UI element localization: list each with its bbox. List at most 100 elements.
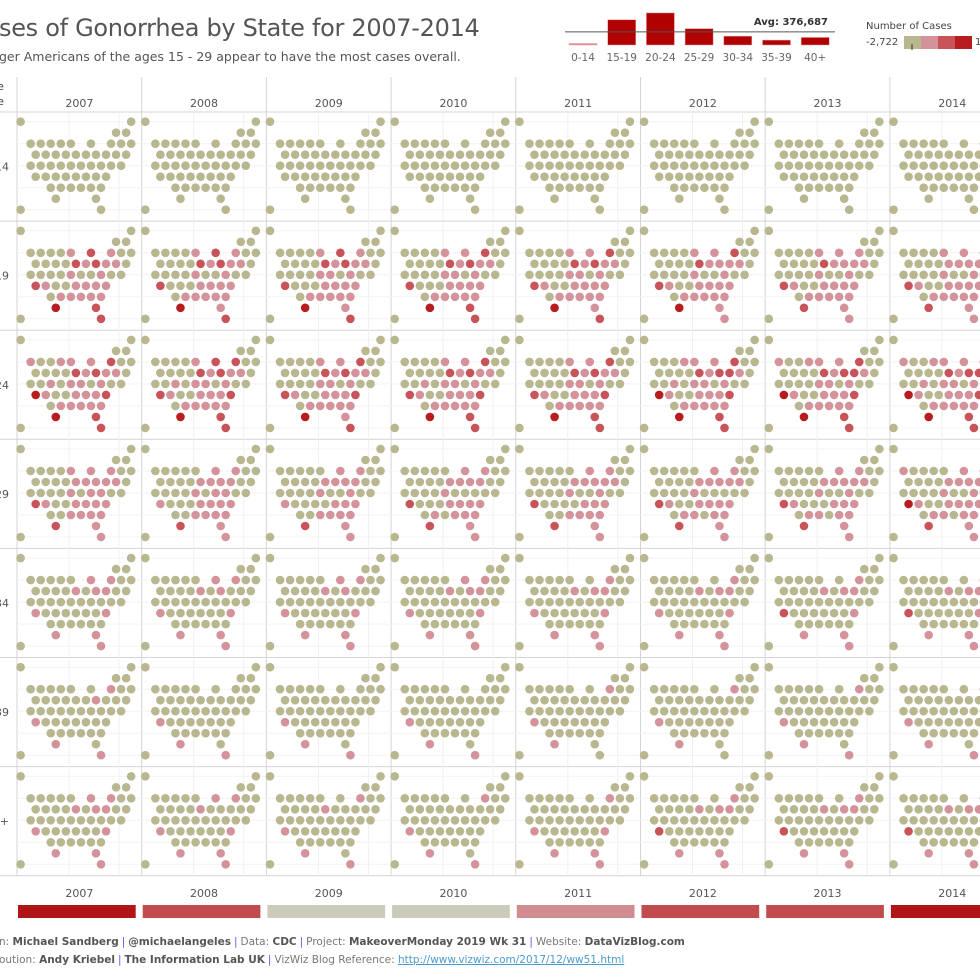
state-dot[interactable]: [460, 619, 470, 629]
state-dot[interactable]: [280, 586, 290, 596]
state-dot[interactable]: [969, 314, 979, 324]
state-dot[interactable]: [914, 695, 923, 705]
state-dot[interactable]: [515, 662, 524, 672]
state-dot[interactable]: [251, 684, 261, 694]
state-dot[interactable]: [420, 838, 430, 847]
state-dot[interactable]: [944, 281, 954, 291]
state-dot[interactable]: [585, 510, 595, 520]
state-dot[interactable]: [191, 619, 200, 629]
state-dot[interactable]: [585, 838, 595, 847]
state-dot[interactable]: [949, 270, 959, 280]
state-dot[interactable]: [904, 717, 913, 727]
state-dot[interactable]: [81, 172, 91, 181]
state-dot[interactable]: [929, 575, 938, 585]
state-dot[interactable]: [784, 270, 794, 280]
state-dot[interactable]: [91, 412, 101, 422]
state-dot[interactable]: [176, 521, 185, 531]
state-dot[interactable]: [440, 597, 450, 607]
state-dot[interactable]: [331, 281, 340, 291]
state-dot[interactable]: [31, 805, 40, 814]
state-dot[interactable]: [91, 477, 101, 487]
state-dot[interactable]: [410, 161, 420, 170]
state-dot[interactable]: [829, 805, 839, 814]
state-dot[interactable]: [730, 684, 739, 694]
state-dot[interactable]: [480, 575, 490, 585]
state-dot[interactable]: [470, 860, 480, 869]
state-dot[interactable]: [685, 259, 694, 269]
state-dot[interactable]: [605, 270, 615, 280]
state-dot[interactable]: [710, 684, 719, 694]
state-dot[interactable]: [649, 357, 659, 367]
state-dot[interactable]: [361, 695, 370, 705]
state-dot[interactable]: [674, 281, 684, 291]
state-dot[interactable]: [320, 827, 330, 836]
state-dot[interactable]: [515, 226, 524, 236]
state-dot[interactable]: [221, 314, 230, 324]
state-dot[interactable]: [674, 608, 684, 618]
state-dot[interactable]: [16, 532, 25, 542]
state-dot[interactable]: [545, 248, 554, 258]
state-dot[interactable]: [351, 717, 360, 727]
state-dot[interactable]: [814, 728, 824, 738]
state-dot[interactable]: [116, 139, 126, 148]
state-dot[interactable]: [669, 379, 679, 389]
state-dot[interactable]: [959, 619, 969, 629]
state-dot[interactable]: [664, 150, 674, 159]
state-dot[interactable]: [191, 292, 200, 302]
state-dot[interactable]: [16, 860, 25, 869]
state-dot[interactable]: [320, 586, 330, 596]
state-dot[interactable]: [934, 477, 944, 487]
state-dot[interactable]: [36, 684, 45, 694]
state-dot[interactable]: [730, 357, 739, 367]
state-dot[interactable]: [176, 150, 185, 159]
state-dot[interactable]: [934, 805, 944, 814]
state-dot[interactable]: [844, 706, 854, 716]
state-dot[interactable]: [206, 172, 215, 181]
state-dot[interactable]: [300, 608, 310, 618]
state-dot[interactable]: [181, 161, 190, 170]
state-dot[interactable]: [789, 499, 799, 509]
state-dot[interactable]: [111, 805, 121, 814]
state-dot[interactable]: [485, 564, 495, 574]
state-dot[interactable]: [550, 521, 559, 531]
state-dot[interactable]: [310, 259, 320, 269]
state-dot[interactable]: [555, 728, 564, 738]
state-dot[interactable]: [71, 259, 81, 269]
state-dot[interactable]: [740, 794, 749, 803]
state-dot[interactable]: [480, 139, 490, 148]
state-dot[interactable]: [969, 750, 979, 760]
state-dot[interactable]: [440, 838, 450, 847]
state-dot[interactable]: [305, 510, 315, 520]
state-dot[interactable]: [216, 739, 225, 749]
state-dot[interactable]: [331, 608, 340, 618]
state-dot[interactable]: [450, 379, 460, 389]
state-dot[interactable]: [405, 477, 415, 487]
state-dot[interactable]: [46, 488, 56, 498]
state-dot[interactable]: [570, 172, 579, 181]
state-dot[interactable]: [206, 827, 215, 836]
state-dot[interactable]: [545, 161, 554, 170]
state-dot[interactable]: [405, 695, 415, 705]
state-dot[interactable]: [664, 499, 674, 509]
state-dot[interactable]: [31, 281, 40, 291]
state-dot[interactable]: [151, 161, 160, 170]
state-dot[interactable]: [336, 379, 345, 389]
state-dot[interactable]: [844, 510, 854, 520]
state-dot[interactable]: [779, 259, 789, 269]
state-dot[interactable]: [909, 466, 918, 476]
state-dot[interactable]: [809, 281, 819, 291]
state-dot[interactable]: [565, 684, 574, 694]
state-dot[interactable]: [804, 139, 814, 148]
state-dot[interactable]: [320, 172, 330, 181]
state-dot[interactable]: [36, 575, 45, 585]
state-dot[interactable]: [490, 488, 500, 498]
state-dot[interactable]: [690, 248, 699, 258]
state-dot[interactable]: [86, 292, 96, 302]
state-dot[interactable]: [356, 684, 365, 694]
state-dot[interactable]: [440, 357, 450, 367]
state-dot[interactable]: [241, 248, 251, 258]
state-dot[interactable]: [36, 248, 45, 258]
state-dot[interactable]: [809, 608, 819, 618]
state-dot[interactable]: [680, 838, 689, 847]
state-dot[interactable]: [740, 379, 749, 389]
